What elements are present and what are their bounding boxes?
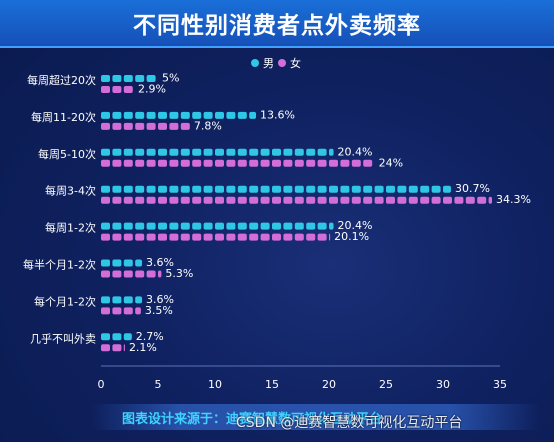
bar-female xyxy=(101,307,141,315)
category-label: 每周11-20次 xyxy=(31,110,96,124)
x-axis-ticks: 0 5 10 15 20 25 30 35 xyxy=(98,378,508,391)
category-label: 每周超过20次 xyxy=(27,73,96,87)
x-tick-label: 10 xyxy=(208,378,222,391)
x-tick-label: 25 xyxy=(379,378,393,391)
data-label: 20.4% xyxy=(338,219,373,232)
category-label: 每周1-2次 xyxy=(45,221,96,235)
data-label: 20.4% xyxy=(338,145,373,158)
bar-female xyxy=(101,270,162,278)
bar-male xyxy=(101,296,143,304)
chart-title: 不同性别消费者点外卖频率 xyxy=(133,13,421,39)
bar-female xyxy=(101,122,190,130)
legend-label-1: 女 xyxy=(290,56,301,70)
bar-female xyxy=(101,344,125,352)
x-tick-label: 30 xyxy=(436,378,450,391)
bar-female xyxy=(101,233,331,241)
data-label: 3.6% xyxy=(146,256,174,269)
x-tick-label: 15 xyxy=(265,378,279,391)
legend-swatch-0 xyxy=(251,59,259,67)
bar-male xyxy=(101,259,143,267)
data-label: 3.6% xyxy=(146,293,174,306)
data-label: 13.6% xyxy=(260,108,295,121)
footer-bar xyxy=(90,404,540,430)
bars xyxy=(101,75,493,352)
data-label: 2.9% xyxy=(138,83,166,96)
bar-male xyxy=(101,222,334,230)
watermark: CSDN @迪赛智慧数可视化互动平台 xyxy=(236,415,463,431)
data-label: 30.7% xyxy=(455,182,490,195)
data-labels: 5%2.9%13.6%7.8%20.4%24%30.7%34.3%20.4%20… xyxy=(129,72,531,354)
bar-female xyxy=(101,159,373,167)
data-label: 34.3% xyxy=(496,193,531,206)
bar-male xyxy=(101,333,132,341)
data-label: 20.1% xyxy=(334,230,369,243)
title-bar: 不同性别消费者点外卖频率 xyxy=(0,0,554,48)
source-credit: 图表设计来源于：迪赛智慧数可视化互动平台 xyxy=(122,412,383,427)
bar-male xyxy=(101,185,451,193)
data-label: 7.8% xyxy=(194,119,222,132)
bar-male xyxy=(101,111,257,119)
y-axis-labels: 每周超过20次每周11-20次每周5-10次每周3-4次每周1-2次每半个月1-… xyxy=(23,73,96,345)
category-label: 几乎不叫外卖 xyxy=(30,332,96,345)
data-label: 2.7% xyxy=(136,330,164,343)
x-tick-label: 20 xyxy=(322,378,336,391)
legend-label-0: 男 xyxy=(263,57,274,70)
category-label: 每半个月1-2次 xyxy=(23,258,96,272)
legend: 男女 xyxy=(251,56,301,70)
data-label: 24% xyxy=(379,156,403,169)
data-label: 3.5% xyxy=(145,304,173,317)
x-tick-label: 35 xyxy=(493,378,507,391)
bar-female xyxy=(101,86,133,93)
legend-swatch-1 xyxy=(278,59,286,67)
x-tick-label: 0 xyxy=(98,378,105,391)
category-label: 每周5-10次 xyxy=(38,147,96,161)
bar-female xyxy=(101,196,493,204)
category-label: 每个月1-2次 xyxy=(34,294,96,308)
category-label: 每周3-4次 xyxy=(45,184,96,198)
data-label: 5.3% xyxy=(165,267,193,280)
x-tick-label: 5 xyxy=(155,378,162,391)
data-label: 2.1% xyxy=(129,341,157,354)
bar-male xyxy=(101,148,334,156)
data-label: 5% xyxy=(162,72,179,85)
bar-male xyxy=(101,75,156,82)
